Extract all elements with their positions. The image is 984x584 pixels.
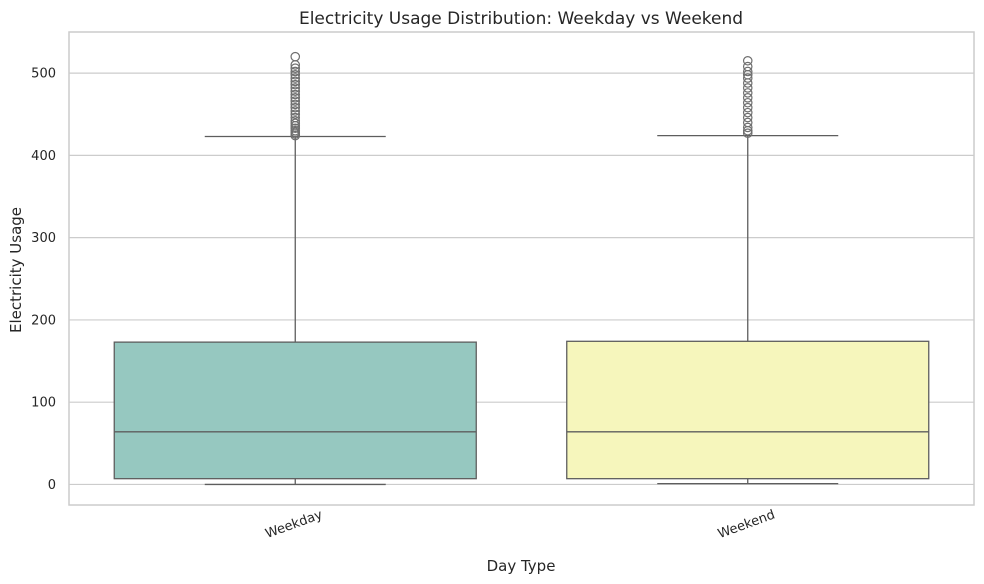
outlier-point [290, 93, 301, 103]
outlier-point [742, 88, 753, 98]
outlier-point [290, 125, 301, 136]
outlier-point [290, 99, 301, 110]
outlier-point [742, 102, 753, 113]
outlier-point [290, 112, 301, 123]
outlier-point [742, 55, 753, 66]
outlier-point [290, 109, 301, 120]
outlier-point [290, 106, 301, 116]
outlier-point [290, 83, 301, 93]
box-weekday [113, 51, 477, 486]
outlier-point [290, 116, 301, 126]
outlier-point [290, 96, 301, 106]
y-axis-label: Electricity Usage [7, 207, 25, 333]
outlier-point [290, 66, 301, 77]
outlier-point [290, 86, 301, 97]
y-tick-label: 500 [31, 67, 56, 82]
outlier-point [290, 89, 301, 100]
y-tick-label: 200 [31, 313, 56, 328]
outlier-point [290, 69, 301, 80]
x-tick-label: Weekend [716, 507, 777, 541]
outlier-point [290, 63, 301, 73]
x-tick-label: Weekday [264, 507, 325, 542]
outlier-point [742, 73, 753, 83]
x-axis-label: Day Type [487, 557, 556, 575]
outlier-point [742, 97, 753, 108]
outlier-point [742, 117, 753, 128]
box-weekend [566, 55, 930, 485]
outlier-point [290, 76, 301, 87]
plot-frame [68, 31, 975, 506]
iqr-box [566, 340, 930, 480]
outlier-point [290, 79, 301, 90]
outlier-point [742, 93, 753, 103]
outlier-point [742, 78, 753, 88]
outlier-point [742, 122, 753, 133]
outlier-point [742, 61, 753, 72]
iqr-box [113, 341, 477, 480]
outlier-point [290, 118, 301, 129]
y-tick-label: 400 [31, 149, 56, 164]
outlier-point [742, 107, 753, 118]
y-tick-label: 0 [48, 478, 56, 493]
outlier-point [742, 83, 753, 93]
outlier-point [742, 66, 753, 77]
x-tick-labels: Weekday Weekend [264, 507, 778, 542]
box-layer [113, 51, 930, 486]
outlier-point [742, 128, 753, 138]
chart-title: Electricity Usage Distribution: Weekday … [299, 9, 743, 29]
y-tick-label: 300 [31, 231, 56, 246]
outlier-point [290, 73, 301, 83]
outlier-point [290, 123, 301, 134]
y-tick-labels: 0 100 200 300 400 500 [31, 67, 56, 493]
outlier-point [742, 112, 753, 123]
outlier-point [290, 102, 301, 113]
y-tick-label: 100 [31, 396, 56, 411]
outlier-point [290, 51, 301, 62]
